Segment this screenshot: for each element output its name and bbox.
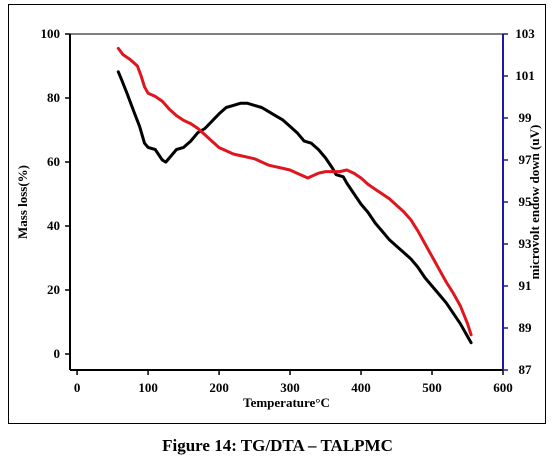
y2-tick-label: 95 <box>519 194 533 209</box>
x-tick-label: 500 <box>422 380 442 395</box>
y2-tick-label: 101 <box>515 68 535 83</box>
y2-tick-label: 97 <box>519 152 533 167</box>
x-tick-label: 200 <box>209 380 229 395</box>
y-tick-label: 20 <box>47 282 60 297</box>
y2-tick-label: 93 <box>519 236 533 251</box>
y-tick-label: 100 <box>41 26 61 41</box>
x-axis-title: Temperature°C <box>243 395 330 410</box>
y2-tick-label: 87 <box>519 362 533 377</box>
x-tick-label: 600 <box>493 380 513 395</box>
chart-frame <box>8 4 546 424</box>
dta-curve <box>116 70 473 345</box>
figure-caption: Figure 14: TG/DTA – TALPMC <box>162 436 393 455</box>
y2-tick-label: 103 <box>515 26 535 41</box>
x-tick-label: 300 <box>280 380 300 395</box>
y-tick-label: 80 <box>47 90 60 105</box>
y2-tick-label: 89 <box>519 320 533 335</box>
y-tick-label: 40 <box>47 218 60 233</box>
y2-axis-title: microvolt endow down (uV) <box>527 125 542 280</box>
x-tick-label: 0 <box>74 380 81 395</box>
y2-tick-label: 91 <box>519 278 532 293</box>
y-tick-label: 60 <box>47 154 60 169</box>
tg-curve <box>116 46 473 337</box>
y-tick-label: 0 <box>54 346 61 361</box>
x-tick-label: 400 <box>351 380 371 395</box>
y-axis-title: Mass loss(%) <box>15 165 30 239</box>
x-tick-label: 100 <box>138 380 158 395</box>
y2-tick-label: 99 <box>519 110 533 125</box>
tg-dta-chart: 0 100 200 300 400 500 600 0 20 40 60 80 100 87 89 91 93 9… <box>15 26 542 410</box>
